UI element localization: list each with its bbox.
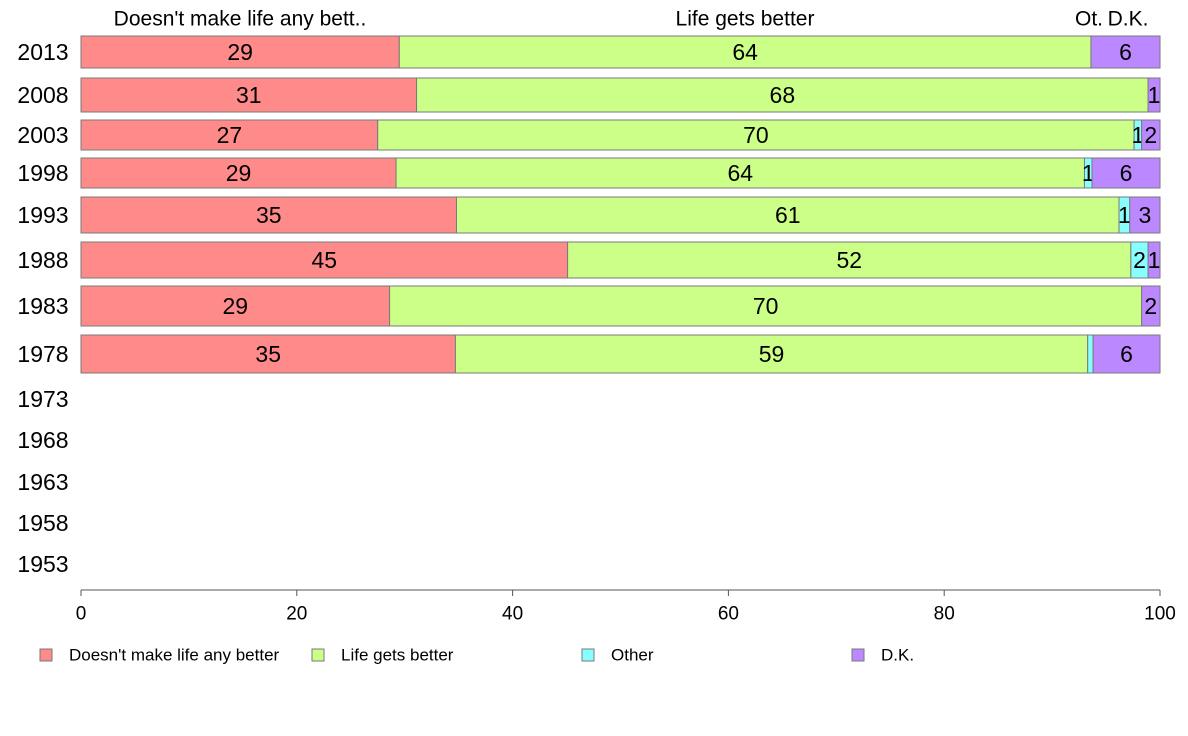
data-label-1993-s1: 61 xyxy=(775,202,801,228)
x-tick-label-0: 0 xyxy=(76,604,87,625)
year-label-1983: 1983 xyxy=(17,293,68,319)
bar-segment-2003-s0 xyxy=(80,119,379,151)
data-label-1988-s1: 52 xyxy=(836,247,862,273)
data-label-2003-s2: 1 xyxy=(1131,122,1144,148)
x-tick-label-80: 80 xyxy=(934,604,955,625)
data-label-2003-s3: 2 xyxy=(1144,122,1157,148)
data-label-2013-s3: 6 xyxy=(1119,39,1132,65)
legend-label-1: Life gets better xyxy=(341,646,454,665)
bar-segment-1998-s1 xyxy=(395,157,1085,189)
year-label-1953: 1953 xyxy=(17,551,68,577)
year-label-1973: 1973 xyxy=(17,386,68,412)
x-tick-label-20: 20 xyxy=(286,604,307,625)
data-label-2003-s0: 27 xyxy=(217,122,243,148)
bar-segment-2013-s3 xyxy=(1090,35,1161,69)
year-label-1968: 1968 xyxy=(17,427,68,453)
header-label-dk: D.K. xyxy=(1108,8,1149,31)
data-label-1998-s2: 1 xyxy=(1082,160,1095,186)
data-label-1993-s3: 3 xyxy=(1138,202,1151,228)
bar-segment-2013-s1 xyxy=(398,35,1092,69)
year-label-2008: 2008 xyxy=(17,82,68,108)
data-label-2008-s1: 68 xyxy=(770,82,796,108)
legend-swatch-0 xyxy=(39,648,53,662)
bar-segment-1978-s0 xyxy=(80,334,456,374)
data-label-1983-s3: 2 xyxy=(1144,293,1157,319)
bar-segment-2008-s1 xyxy=(416,77,1149,113)
header-label-life-gets-better: Life gets better xyxy=(676,8,815,31)
legend-label-3: D.K. xyxy=(881,646,914,665)
data-label-2013-s0: 29 xyxy=(227,39,253,65)
year-label-1998: 1998 xyxy=(17,160,68,186)
bar-segment-1998-s0 xyxy=(80,157,397,189)
bar-segment-2008-s3 xyxy=(1147,77,1161,113)
year-axis-labels: 2013 2008 2003 1998 1993 1988 1983 1978 1973 1968… xyxy=(17,39,68,577)
bar-segment-1988-s0 xyxy=(80,241,569,279)
x-tick-label-40: 40 xyxy=(502,604,523,625)
data-label-1988-s2: 2 xyxy=(1133,247,1146,273)
data-label-1998-s0: 29 xyxy=(226,160,252,186)
data-label-2008-s3: 1 xyxy=(1148,82,1161,108)
bar-segment-1978-s3 xyxy=(1092,334,1161,374)
x-axis: 0 20 40 60 80 100 xyxy=(76,589,1176,625)
bar-segment-1978-s1 xyxy=(454,334,1089,374)
data-label-1983-s0: 29 xyxy=(223,293,249,319)
bar-segment-1998-s3 xyxy=(1091,157,1161,189)
bar-segment-1988-s1 xyxy=(567,241,1132,279)
column-headers: Doesn't make life any bett.. Life gets be… xyxy=(114,8,1149,31)
legend-swatch-3 xyxy=(851,648,865,662)
bar-segment-2003-s3 xyxy=(1141,119,1161,151)
year-label-1978: 1978 xyxy=(17,341,68,367)
bar-segment-1983-s1 xyxy=(389,285,1143,327)
data-label-1978-s1: 59 xyxy=(759,341,785,367)
bar-segment-1993-s3 xyxy=(1129,196,1161,234)
header-label-doesnt-make-life-better: Doesn't make life any bett.. xyxy=(114,8,367,31)
legend: Doesn't make life any better Life gets be… xyxy=(39,646,914,665)
bar-segment-1993-s0 xyxy=(80,196,457,234)
x-tick-label-60: 60 xyxy=(718,604,739,625)
data-label-1998-s3: 6 xyxy=(1120,160,1133,186)
data-label-1983-s1: 70 xyxy=(753,293,779,319)
header-label-other: Ot. xyxy=(1075,8,1103,31)
data-label-1978-s3: 6 xyxy=(1120,341,1133,367)
bar-segment-1983-s0 xyxy=(80,285,391,327)
year-label-1988: 1988 xyxy=(17,247,68,273)
legend-label-0: Doesn't make life any better xyxy=(69,646,280,665)
year-label-2003: 2003 xyxy=(17,122,68,148)
data-label-1988-s3: 1 xyxy=(1148,247,1161,273)
bar-segment-2003-s1 xyxy=(377,119,1135,151)
bar-segment-2008-s0 xyxy=(80,77,418,113)
bar-segment-1993-s1 xyxy=(455,196,1120,234)
bar-segment-1988-s3 xyxy=(1147,241,1161,279)
year-label-1958: 1958 xyxy=(17,510,68,536)
data-label-1998-s1: 64 xyxy=(727,160,753,186)
bar-segment-1983-s3 xyxy=(1141,285,1161,327)
data-label-1993-s2: 1 xyxy=(1118,202,1131,228)
bar-segment-2013-s0 xyxy=(80,35,400,69)
year-label-2013: 2013 xyxy=(17,39,68,65)
data-label-2013-s1: 64 xyxy=(732,39,758,65)
year-label-1993: 1993 xyxy=(17,202,68,228)
legend-swatch-1 xyxy=(311,648,325,662)
bars-group: 29 64 631 68 127 70 1 229 64 1 635 61 1 345 52 2 129 70 23… xyxy=(80,35,1161,374)
x-tick-label-100: 100 xyxy=(1144,604,1176,625)
data-label-2008-s0: 31 xyxy=(236,82,262,108)
data-label-1988-s0: 45 xyxy=(312,247,338,273)
data-label-2003-s1: 70 xyxy=(743,122,769,148)
legend-swatch-2 xyxy=(581,648,595,662)
data-label-1978-s0: 35 xyxy=(255,341,281,367)
legend-label-2: Other xyxy=(611,646,654,665)
data-label-1993-s0: 35 xyxy=(256,202,282,228)
year-label-1963: 1963 xyxy=(17,469,68,495)
bar-segment-1978-s2 xyxy=(1087,334,1094,374)
